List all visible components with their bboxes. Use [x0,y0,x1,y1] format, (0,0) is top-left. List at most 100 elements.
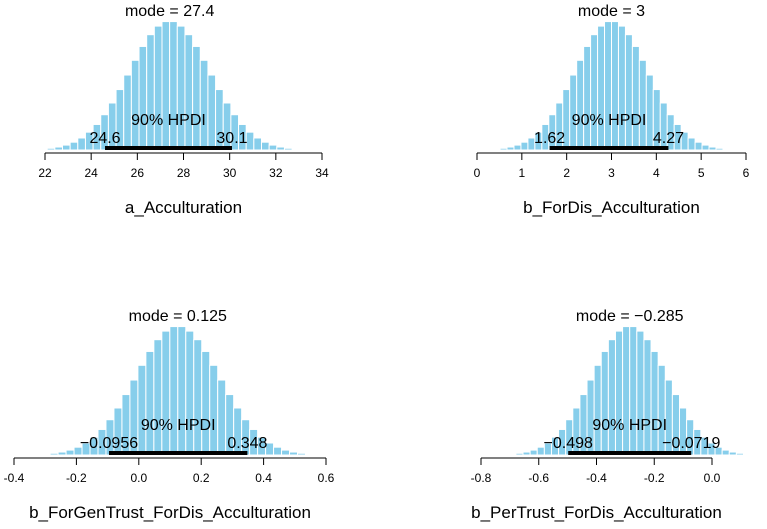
histogram-bar [153,25,163,151]
hpdi-high-label: 4.27 [653,130,684,147]
histogram-bar [261,141,270,151]
histogram-bar [506,146,515,151]
histogram-bar [130,59,140,151]
histogram-bar [529,449,538,456]
x-tick-label: 0.2 [193,471,210,485]
hpdi-low-label: 24.6 [89,130,120,147]
histogram-bar [161,21,171,151]
histogram-bar [597,25,606,151]
histogram-bar [177,326,187,456]
hpdi-title: 90% HPDI [141,417,216,434]
histogram-bar [193,339,203,456]
histogram-bar [715,147,724,151]
x-tick-label: 34 [315,166,329,180]
histogram-bar [57,451,67,456]
hpdi-labels: 90% HPDI−0.498 −0.0719 [544,417,721,452]
mode-label: mode = 3 [578,3,645,20]
hpdi-low-label: −0.498 [544,435,593,452]
histogram-bar [694,141,703,151]
histogram-bar [49,452,59,456]
histogram-bar [735,452,745,456]
histogram-bar [209,364,219,456]
histogram-bar [46,147,56,151]
histogram-bar [687,137,696,151]
hpdi-title: 90% HPDI [572,112,647,129]
histogram-bar [176,25,186,151]
histogram-bar [583,45,592,151]
x-tick-label: -0.4 [586,471,607,485]
histogram-bar [631,45,640,151]
histogram-bar [728,451,737,456]
mode-label: mode = 27.4 [125,3,215,20]
histogram-bar [624,34,633,151]
x-axis-label: b_ForGenTrust_ForDis_Acculturation [29,503,311,522]
hpdi-high-label: −0.0719 [662,435,720,452]
histogram-bar [607,339,616,456]
x-tick-label: 5 [698,166,705,180]
histogram-bar [54,146,63,151]
histogram-bar [622,326,631,456]
panel-2: 90% HPDI 1.62 4.27 mode = 3 0 1 2 3 4 5 6 b_ForDis_… [474,3,750,217]
x-tick-label: -0.8 [471,471,492,485]
x-axis: -0.4 -0.2 0.0 0.2 0.4 0.6 [4,457,335,485]
histogram-bar [276,146,285,151]
histogram-bar [207,74,217,151]
histogram-bar [721,449,730,456]
histogram-bar [590,34,599,151]
histogram-bar [137,364,147,456]
histogram-bar [515,452,524,456]
histogram-bar [192,45,201,151]
x-tick-label: 0.4 [255,471,272,485]
histogram-bar [520,141,529,151]
panel-1: 90% HPDI 24.6 30.1 mode = 27.4 22 24 26 28 30 32 3… [38,3,329,217]
histogram-bar [650,350,659,456]
x-axis-label: b_ForDis_Acculturation [523,198,700,217]
x-tick-label: 0.0 [704,471,721,485]
mode-label: mode = 0.125 [129,308,227,325]
histogram-bar [513,144,522,151]
histogram-bar [169,326,179,456]
histogram-bar [201,350,211,456]
histogram-bar [253,137,262,151]
histogram-bar [283,147,293,151]
x-tick-label: -0.2 [644,471,665,485]
x-tick-label: 28 [177,166,191,180]
histogram-bar [61,144,71,151]
hpdi-low-label: −0.0956 [80,435,138,452]
x-tick-label: 0 [474,166,481,180]
histogram-bar [708,146,717,151]
x-tick-label: 2 [563,166,570,180]
histogram-bar [643,339,652,456]
panel-3: 90% HPDI−0.0956 0.348 mode = 0.125 -0.4 -0.2… [4,308,335,522]
x-axis-label: b_PerTrust_ForDis_Acculturation [471,503,722,522]
histogram-bar [701,144,710,151]
histogram-bar [161,330,171,456]
histogram-bar [600,350,609,456]
x-tick-label: 3 [608,166,615,180]
histogram-bar [138,45,148,151]
histogram-bar [636,330,645,456]
histogram-bars [46,21,293,151]
histogram-bar [593,364,602,456]
histogram-bar [65,449,75,456]
x-tick-label: 4 [653,166,660,180]
histogram-bar [217,379,227,456]
x-tick-label: 30 [223,166,237,180]
histogram-bar [638,59,647,151]
x-tick-label: 22 [38,166,52,180]
hpdi-high-label: 0.348 [227,435,267,452]
x-axis-label: a_Acculturation [125,198,242,217]
hpdi-labels: 90% HPDI 24.6 30.1 [89,112,247,147]
histogram-bar [604,21,613,151]
x-axis: -0.8 -0.6 -0.4 -0.2 0.0 [471,457,721,485]
histogram-bar [289,451,299,456]
histogram-bar [184,34,194,151]
histogram-bar [297,452,306,456]
x-tick-label: 32 [269,166,283,180]
histogram-bar [499,147,508,151]
x-axis: 22 24 26 28 30 32 34 [38,152,329,180]
x-tick-label: 1 [518,166,525,180]
